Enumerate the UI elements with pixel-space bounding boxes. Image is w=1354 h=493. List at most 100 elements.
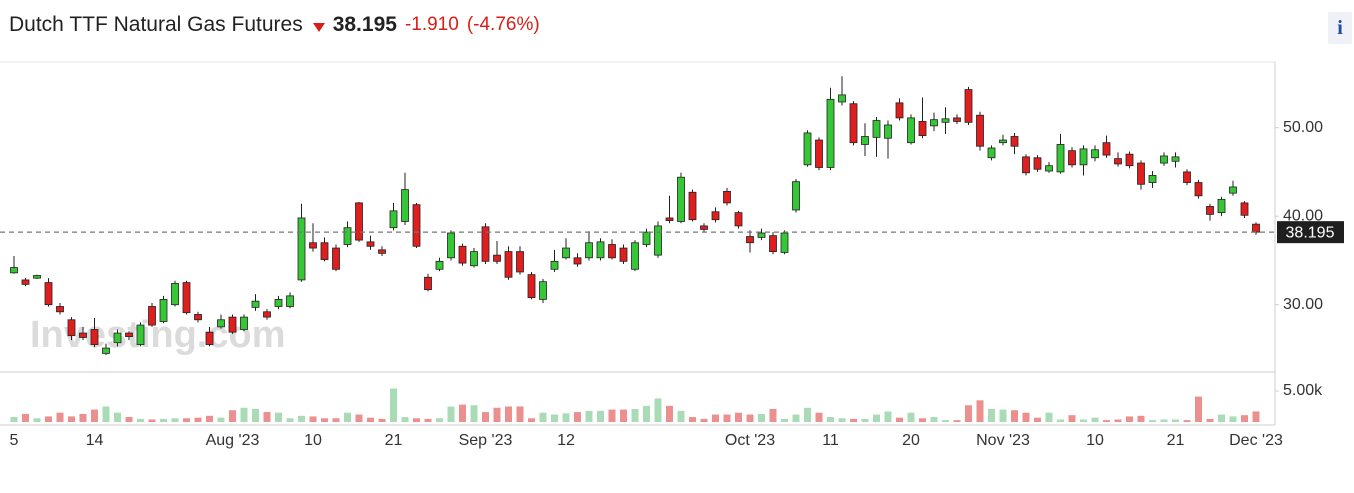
volume-bar (33, 418, 41, 422)
candle-body (550, 260, 559, 270)
volume-bar (850, 418, 857, 422)
candle-body (654, 225, 662, 256)
candle-body (562, 247, 570, 259)
candle-body (309, 242, 317, 249)
x-tick-label: 10 (1086, 432, 1104, 449)
volume-bar (252, 408, 259, 422)
candle-body (746, 236, 754, 244)
volume-bar (965, 405, 972, 422)
volume-bar (884, 411, 892, 422)
candle-body (1045, 165, 1053, 172)
candle-body (711, 211, 720, 221)
volume-bar (102, 406, 110, 422)
x-tick-label: Oct '23 (725, 432, 775, 449)
volume-bar (45, 416, 52, 422)
volume-bar (229, 410, 236, 422)
volume-bar (1206, 418, 1214, 422)
candle-body (148, 306, 156, 326)
candle-body (619, 247, 628, 262)
candle-body (481, 226, 490, 262)
volume-bar (758, 413, 765, 422)
volume-bar (1114, 419, 1122, 422)
candle-body (79, 332, 87, 338)
candle-body (67, 319, 76, 337)
volume-bar (240, 407, 248, 422)
candle-body (527, 274, 536, 299)
candle-body (665, 217, 674, 221)
candle-body (343, 227, 352, 245)
volume-bar (275, 412, 282, 422)
candle-body (872, 120, 881, 138)
candle-body (458, 245, 467, 264)
volume-bar (459, 404, 466, 422)
volume-bar (1160, 419, 1168, 422)
x-tick-label: 21 (1167, 432, 1185, 449)
volume-bar (367, 417, 374, 422)
candle-body (332, 247, 340, 270)
volume-bar (10, 417, 18, 422)
y-tick-label: 50.00 (1283, 119, 1323, 136)
volume-bar (1080, 419, 1087, 422)
candle-body (838, 94, 846, 103)
volume-bar (769, 408, 777, 422)
candle-body (700, 225, 708, 230)
candle-body (182, 282, 191, 314)
y-tick-label: 40.00 (1283, 207, 1323, 224)
volume-tick-label: 5.00k (1283, 382, 1323, 399)
candle-body (240, 316, 248, 330)
volume-bar (22, 413, 29, 422)
header: Dutch TTF Natural Gas Futures 38.195 -1.… (9, 10, 540, 40)
candle-body (1068, 150, 1076, 166)
volume-bar (1045, 412, 1053, 422)
volume-bar (585, 410, 593, 422)
volume-bar (286, 418, 294, 422)
volume-bar (689, 417, 696, 422)
candle-body (447, 232, 455, 259)
candle-body (723, 190, 731, 204)
candle-body (631, 242, 639, 270)
candle-body (861, 136, 869, 145)
x-tick-label: Sep '23 (459, 432, 513, 449)
volume-bar (1137, 415, 1145, 422)
candle-body (1148, 175, 1157, 183)
volume-bar (493, 407, 501, 422)
candle-body (930, 119, 938, 127)
volume-bar (976, 400, 984, 422)
volume-bar (1068, 415, 1076, 422)
candle-body (1171, 156, 1180, 162)
candle-body (205, 331, 214, 345)
candle-body (642, 231, 651, 245)
volume-bar (321, 418, 328, 422)
volume-bar (677, 410, 685, 422)
volume-bar (1057, 419, 1064, 422)
candle-body (320, 242, 329, 260)
volume-bar (298, 415, 305, 422)
down-arrow (312, 22, 325, 32)
candle-body (493, 254, 501, 262)
volume-bar (1241, 415, 1248, 422)
candle-body (1079, 148, 1088, 166)
volume-bar (539, 412, 547, 422)
volume-bar (896, 417, 903, 422)
volume-bar (171, 418, 179, 422)
volume-bar (309, 416, 317, 422)
volume-bar (1011, 410, 1018, 422)
candle-body (1056, 144, 1065, 173)
candle-body (826, 98, 835, 168)
volume-bar (1126, 416, 1133, 422)
candle-body (769, 235, 777, 252)
candle-body (734, 212, 743, 227)
candle-body (849, 103, 858, 144)
volume-bar (516, 406, 524, 422)
candle-body (194, 314, 202, 321)
x-tick-label: 21 (385, 432, 403, 449)
info-button[interactable]: i (1328, 12, 1352, 44)
volume-bar (792, 414, 800, 422)
candle-body (355, 202, 363, 241)
candle-body (171, 283, 179, 306)
candle-body (21, 279, 30, 285)
volume-bar (401, 417, 409, 422)
volume-bar (930, 417, 938, 422)
candle-body (274, 298, 283, 307)
volume-bar (723, 414, 731, 422)
